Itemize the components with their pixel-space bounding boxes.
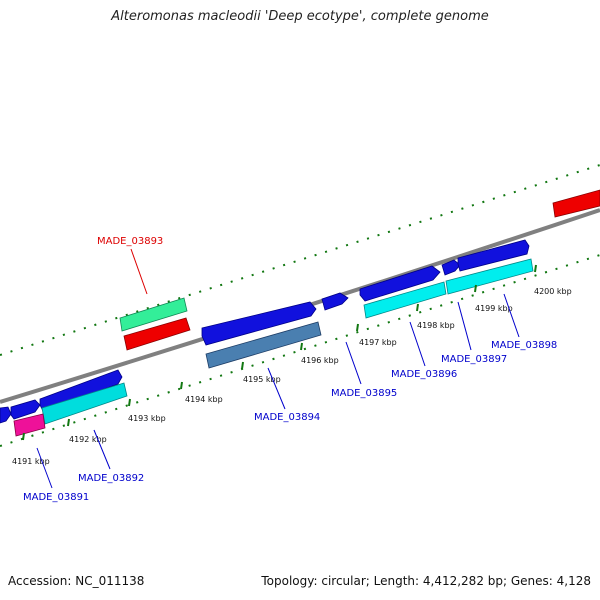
gene-arrow[interactable] <box>39 369 123 412</box>
tick-label: 4200 kbp <box>534 287 572 296</box>
tick-label: 4196 kbp <box>301 356 339 365</box>
gene-label[interactable]: MADE_03897 <box>441 354 507 365</box>
tick-label: 4197 kbp <box>359 338 397 347</box>
tick-label: 4194 kbp <box>185 395 223 404</box>
gene-arrow[interactable] <box>359 265 441 302</box>
page-title: Alteromonas macleodii 'Deep ecotype', co… <box>111 9 489 24</box>
gene-label[interactable]: MADE_03893 <box>97 236 163 247</box>
gene-arrow[interactable] <box>0 406 12 424</box>
feature-bar-cyan <box>363 281 447 319</box>
gene-label[interactable]: MADE_03891 <box>23 492 89 503</box>
gene-arrow[interactable] <box>321 292 349 311</box>
major-ticks <box>22 264 537 441</box>
gene-arrow[interactable] <box>457 239 530 272</box>
gene-arrow[interactable] <box>10 399 41 420</box>
tick-label: 4193 kbp <box>128 414 166 423</box>
feature-bar-green <box>119 297 188 332</box>
feature-bar-pink <box>13 413 46 437</box>
gene-arrow[interactable] <box>441 259 461 276</box>
accession-label: Accession: NC_011138 <box>8 574 145 588</box>
tick-label: 4195 kbp <box>243 375 281 384</box>
gene-label[interactable]: MADE_03894 <box>254 412 320 423</box>
feature-bar-steelblue <box>205 321 322 369</box>
outer-tick-track <box>0 164 600 356</box>
feature-bar-cyan <box>445 258 534 295</box>
leader-lines <box>36 248 520 489</box>
gene-label[interactable]: MADE_03896 <box>391 369 457 380</box>
gene-arrow[interactable] <box>201 301 317 346</box>
tick-label: 4191 kbp <box>12 457 50 466</box>
tick-label: 4198 kbp <box>417 321 455 330</box>
tick-label: 4192 kbp <box>69 435 107 444</box>
gene-label[interactable]: MADE_03892 <box>78 473 144 484</box>
tick-label: 4199 kbp <box>475 304 513 313</box>
gene-label[interactable]: MADE_03898 <box>491 340 557 351</box>
feature-bar-red <box>123 317 191 351</box>
feature-bar-red <box>552 189 600 218</box>
gene-label[interactable]: MADE_03895 <box>331 388 397 399</box>
genome-summary: Topology: circular; Length: 4,412,282 bp… <box>261 574 591 588</box>
